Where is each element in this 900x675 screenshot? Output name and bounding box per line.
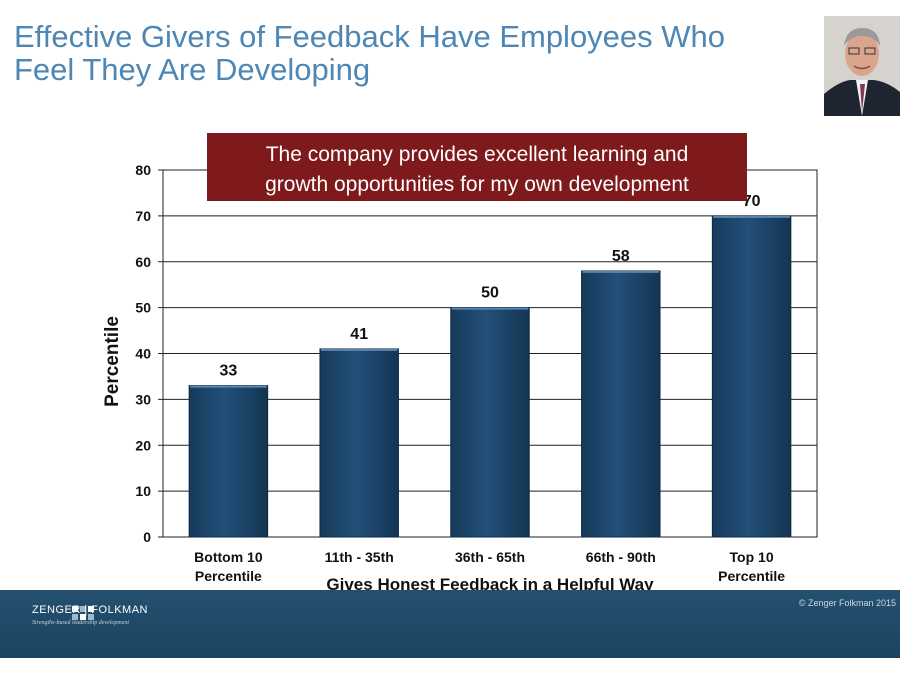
footer-band: [0, 590, 900, 658]
chart-title-box: [207, 133, 747, 201]
y-tick-label: 60: [135, 254, 151, 270]
slide-title-line-1: Effective Givers of Feedback Have Employ…: [14, 19, 726, 54]
y-tick-label: 80: [135, 162, 151, 178]
chart-title-line: growth opportunities for my own developm…: [265, 173, 689, 196]
bar: [711, 215, 792, 538]
data-label: 58: [612, 248, 630, 265]
y-tick-label: 50: [135, 300, 151, 316]
chart-title-line: The company provides excellent learning …: [266, 143, 689, 166]
presenter-photo: [824, 16, 900, 116]
x-tick-label: 36th - 65th: [455, 549, 525, 565]
data-label: 33: [220, 363, 238, 380]
bar: [319, 348, 399, 538]
bar: [450, 307, 530, 538]
y-tick-label: 40: [135, 346, 151, 362]
x-tick-label: 66th - 90th: [586, 549, 656, 565]
copyright-text: © Zenger Folkman 2015: [798, 598, 896, 608]
bar: [188, 385, 269, 538]
logo-tagline: Strengths-based leadership development: [32, 620, 130, 626]
slide-title-line-2: Feel They Are Developing: [14, 52, 371, 87]
y-axis-label: Percentile: [102, 316, 123, 407]
y-tick-label: 30: [135, 391, 151, 407]
x-tick-label: Percentile: [195, 568, 262, 584]
y-tick-label: 70: [135, 208, 151, 224]
data-label: 50: [481, 285, 499, 302]
bar-chart: 0 10 20 30 40 50 60 70 80 Percentile 33 Bottom 10 P…: [102, 133, 818, 594]
y-tick-label: 20: [135, 437, 151, 453]
data-label: 41: [350, 326, 368, 343]
x-tick-label: Bottom 10: [194, 549, 263, 565]
x-tick-label: Percentile: [718, 568, 785, 584]
x-tick-label: Top 10: [730, 549, 774, 565]
logo-text: ZENGER | FOLKMAN: [32, 604, 148, 616]
slide-title: Effective Givers of Feedback Have Employ…: [14, 20, 824, 86]
bottom-strip: [0, 658, 900, 675]
x-axis-label: Gives Honest Feedback in a Helpful Way: [326, 575, 654, 594]
y-tick-label: 10: [135, 483, 151, 499]
data-label: 70: [743, 193, 761, 210]
y-tick-label: 0: [143, 529, 151, 545]
x-tick-label: 11th - 35th: [325, 549, 394, 565]
presenter-photo-image: [824, 16, 900, 116]
zenger-folkman-logo-icon: [72, 606, 94, 620]
bar: [581, 270, 661, 538]
